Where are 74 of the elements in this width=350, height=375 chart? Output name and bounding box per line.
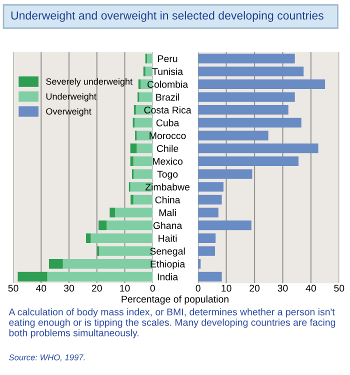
y-tick-label: China (155, 196, 180, 204)
x-tick-label: 10 (120, 284, 130, 292)
bar (136, 144, 153, 154)
chart-title: Underweight and overweight in selected developing countries (11, 11, 324, 22)
bar (110, 208, 115, 218)
bar (198, 194, 222, 205)
bar (198, 208, 218, 218)
bar (48, 259, 63, 269)
x-tick-label: 40 (36, 284, 46, 292)
y-tick-label: Togo (157, 170, 178, 180)
x-axis-title: Percentage of population (122, 295, 228, 305)
bar (18, 272, 48, 282)
bar (198, 66, 304, 76)
bar (198, 144, 318, 154)
bar (198, 156, 299, 166)
x-tick-label: 40 (306, 284, 316, 292)
x-tick-label: 50 (334, 284, 344, 292)
bar (139, 92, 153, 102)
bar (133, 156, 153, 166)
bar (130, 194, 134, 205)
bar (114, 208, 153, 218)
bar (198, 220, 252, 230)
y-tick-label: Costa Rica (144, 106, 192, 114)
bar (198, 118, 302, 128)
x-tick-label: 20 (92, 284, 102, 292)
bar (134, 118, 153, 128)
bar (133, 194, 153, 205)
bar (198, 79, 326, 90)
x-tick-label: 50 (8, 284, 18, 292)
bar (86, 233, 91, 244)
y-tick-label: Mexico (152, 158, 183, 165)
bar (147, 54, 153, 64)
y-tick-label: Ethiopia (150, 260, 186, 270)
bar (198, 233, 216, 244)
bar (47, 272, 153, 282)
bar (198, 92, 295, 102)
bar (130, 156, 134, 166)
bar (130, 144, 137, 154)
x-tick-label: 30 (278, 284, 288, 292)
text: A calculation of body mass index, or BMI, determines whether a person isn't eating enough or is tipping the scales. Many developing countries are facing both problems simultaneously. (8, 308, 336, 338)
bar (198, 272, 222, 282)
x-tick-label: 20 (250, 284, 260, 292)
bar (198, 105, 288, 115)
bar (198, 182, 224, 192)
x-tick-label: 30 (64, 284, 74, 292)
x-tick-label: 10 (222, 284, 232, 292)
bar (145, 66, 153, 76)
y-tick-label: Ghana (153, 222, 182, 229)
legend-label: Underweight (46, 93, 96, 102)
y-tick-label: Haiti (158, 234, 177, 242)
y-tick-label: Mali (159, 209, 176, 216)
x-tick-label: 0 (196, 284, 200, 292)
source-note: Source: WHO, 1997. (8, 354, 85, 362)
legend-label: Severely underweight (46, 78, 132, 87)
bar (106, 220, 153, 230)
y-tick-label: Zimbabwe (145, 183, 190, 190)
bar (198, 169, 252, 179)
bar (198, 130, 268, 140)
bar (90, 233, 153, 244)
bar (198, 54, 295, 64)
y-tick-label: Morocco (150, 132, 186, 140)
bar (98, 220, 107, 230)
legend-label: Overweight (46, 108, 92, 116)
bar (134, 169, 153, 179)
y-tick-label: Peru (158, 55, 178, 62)
bar (198, 246, 216, 256)
x-tick-label: 0 (150, 284, 155, 292)
y-tick-label: Cuba (156, 119, 180, 126)
y-tick-label: Brazil (156, 94, 180, 101)
y-tick-label: Senegal (150, 248, 185, 257)
y-tick-label: India (158, 273, 178, 280)
y-tick-label: Colombia (148, 80, 188, 88)
y-tick-label: Chile (156, 144, 178, 152)
y-tick-label: Tunisia (152, 68, 184, 75)
